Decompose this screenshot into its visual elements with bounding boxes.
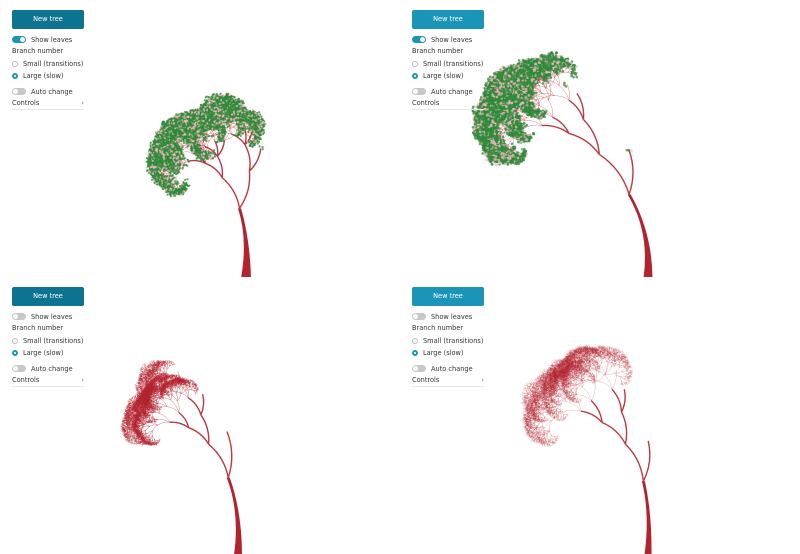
leaf [165, 167, 168, 170]
tree-canvas [145, 92, 267, 277]
leaf [175, 113, 178, 116]
leaf [161, 158, 164, 161]
leaf [161, 187, 164, 190]
leaf [182, 193, 185, 196]
leaf [149, 166, 152, 169]
leaf [169, 169, 172, 173]
leaf [170, 174, 173, 177]
leaf [153, 177, 156, 180]
leaf [162, 166, 165, 169]
leaf [182, 182, 185, 185]
leaf [160, 177, 163, 180]
leaf [180, 189, 184, 192]
leaf [163, 186, 167, 189]
leaf [184, 178, 187, 181]
leaf [158, 143, 161, 146]
leaf [153, 181, 156, 184]
leaf [147, 164, 150, 167]
leaf [154, 146, 157, 149]
leaf [188, 184, 191, 187]
leaf [149, 149, 152, 152]
leaf [186, 184, 189, 187]
leaf [163, 175, 166, 178]
leaf [151, 178, 154, 181]
leaf [154, 165, 157, 168]
leaf [166, 175, 169, 178]
leaf [149, 151, 152, 154]
leaf [181, 166, 184, 169]
leaf [157, 152, 160, 155]
leaf [177, 192, 180, 195]
leaf [162, 120, 165, 124]
leaf [158, 138, 161, 141]
leaf [170, 190, 173, 194]
leaf [166, 186, 169, 189]
leaf [160, 174, 163, 177]
leaf [160, 130, 163, 133]
leaf [161, 127, 164, 130]
leaf [167, 181, 170, 184]
leaf [169, 179, 172, 182]
leaf [180, 193, 183, 196]
leaf [161, 145, 164, 148]
leaf [148, 158, 152, 161]
leaf [181, 184, 184, 187]
leaf [174, 188, 177, 191]
leaf [183, 183, 186, 186]
leaf [171, 183, 174, 186]
leaf [169, 195, 172, 198]
leaf [177, 113, 180, 116]
tree-trunk [238, 208, 251, 277]
leaf [151, 153, 154, 157]
leaf [165, 190, 169, 193]
leaf [158, 180, 162, 183]
leaf [166, 193, 169, 196]
leaf [146, 169, 149, 172]
leaf [186, 178, 189, 181]
leaf [154, 161, 157, 164]
leaf [170, 187, 173, 190]
leaf [172, 168, 175, 171]
leaf [168, 167, 171, 170]
leaf [162, 125, 165, 128]
leaf [160, 185, 163, 188]
leaf [157, 167, 160, 170]
leaf [167, 169, 170, 172]
leaf [154, 151, 157, 154]
leaf [164, 178, 167, 182]
leaf [173, 194, 176, 197]
leaf [154, 153, 157, 156]
tree-leaves [145, 92, 267, 198]
leaf [151, 157, 154, 161]
leaf [167, 184, 170, 187]
leaf [149, 141, 152, 144]
leaf [176, 115, 179, 118]
leaf [155, 148, 158, 151]
leaf [159, 141, 162, 144]
leaf [174, 180, 177, 183]
leaf [146, 161, 150, 164]
leaf [155, 159, 158, 162]
leaf [159, 151, 162, 154]
tree-panel-1: New tree Show leaves Branch number Small… [0, 0, 400, 277]
leaf [158, 164, 161, 167]
leaf [157, 131, 160, 134]
leaf [183, 185, 186, 188]
leaf [174, 169, 178, 172]
leaf [175, 182, 178, 185]
leaf [179, 184, 182, 188]
leaf [160, 136, 163, 139]
leaf [164, 183, 167, 187]
leaf [158, 176, 161, 180]
leaf [183, 190, 186, 193]
leaf [168, 190, 171, 193]
